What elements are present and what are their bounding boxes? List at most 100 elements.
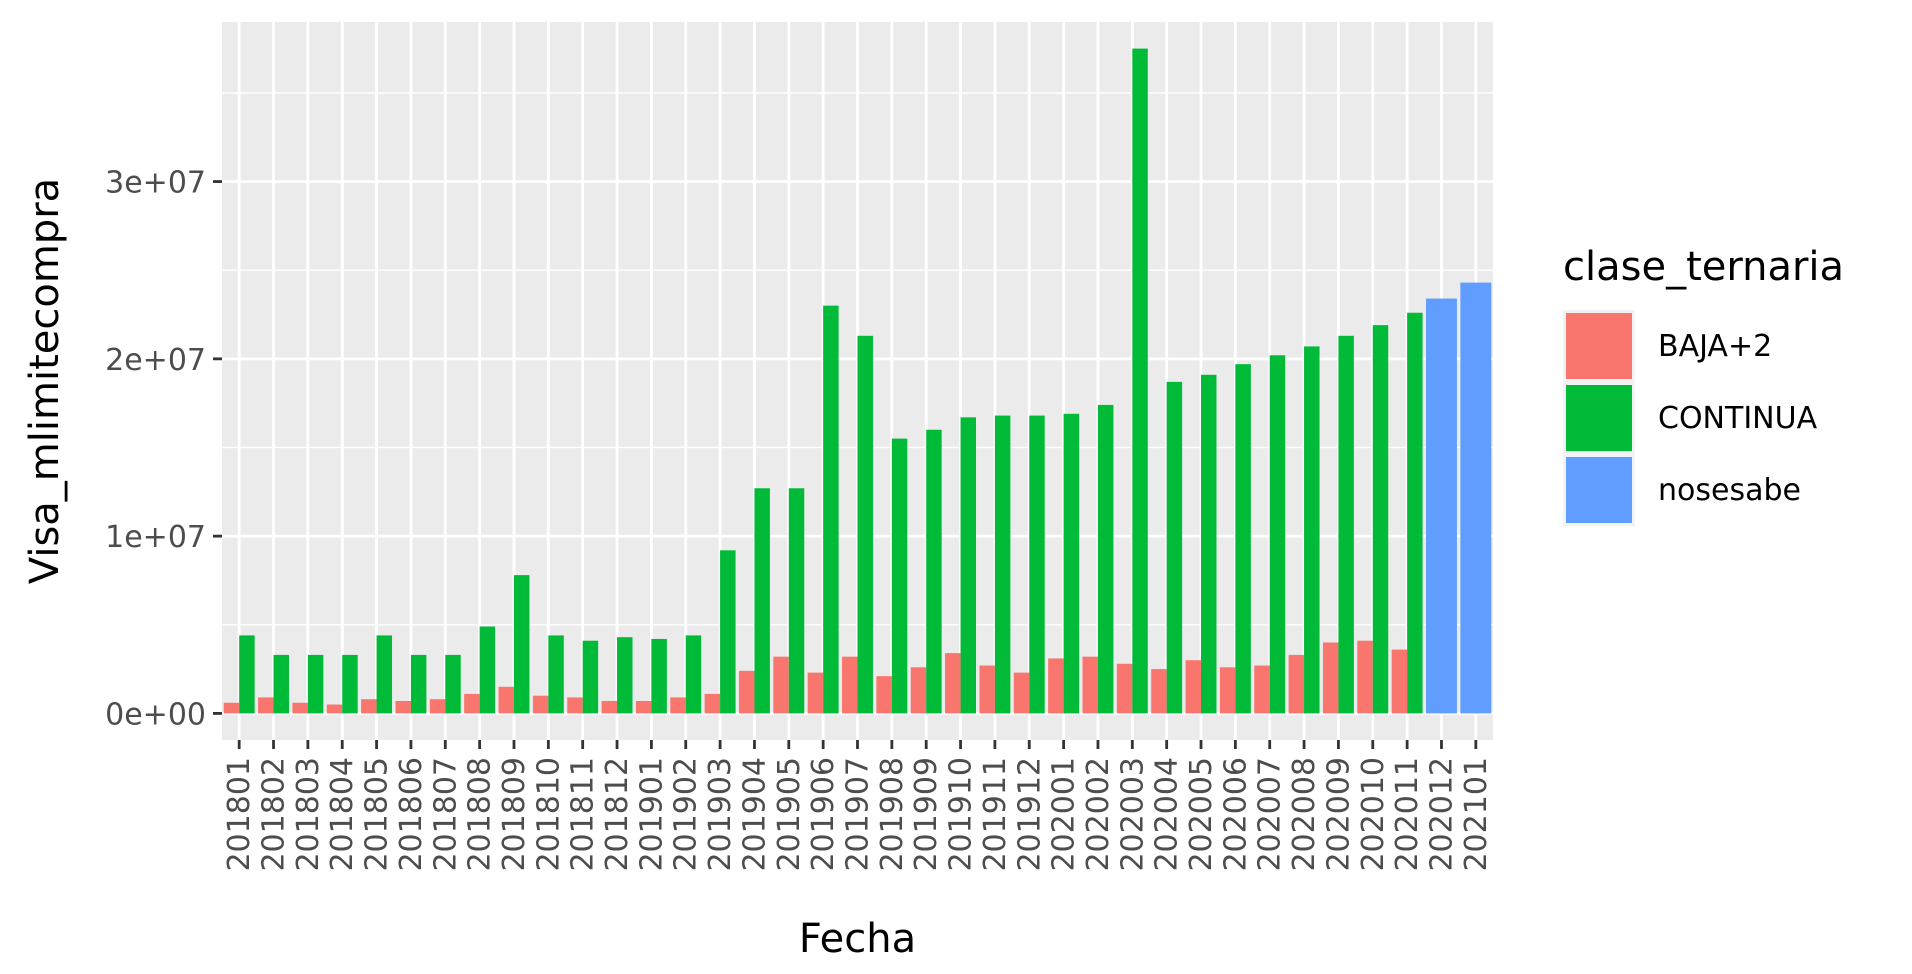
x-tick-label: 202101	[1459, 757, 1494, 872]
bar-continua	[685, 635, 702, 714]
bar-baja-2	[498, 686, 514, 714]
bar-continua	[754, 488, 770, 714]
x-tick-label: 202003	[1115, 757, 1150, 872]
bar-baja-2	[738, 670, 755, 714]
bar-continua	[273, 654, 289, 714]
bar-continua	[513, 575, 530, 714]
bar-baja-2	[292, 702, 308, 714]
bar-continua	[342, 654, 358, 714]
x-tick-label: 201802	[257, 757, 292, 872]
x-tick-label: 201803	[291, 757, 326, 872]
legend-label: nosesabe	[1658, 473, 1801, 508]
bar-baja-2	[567, 697, 583, 714]
y-axis: 0e+00 1e+07 2e+07 3e+07	[105, 166, 222, 732]
x-axis: 201801 201802 201803 201804 201805 201806 2018…	[222, 740, 1494, 872]
legend-swatch-nosesabe	[1566, 457, 1632, 523]
bar-nosesabe	[1460, 282, 1492, 714]
x-tick-label: 201809	[497, 757, 532, 872]
x-tick-label: 201907	[841, 757, 876, 872]
x-tick-label: 202011	[1390, 757, 1425, 872]
y-tick-label: 1e+07	[105, 520, 206, 555]
bar-baja-2	[395, 700, 411, 714]
bar-continua	[1201, 374, 1217, 714]
x-tick-label: 201812	[600, 757, 635, 872]
bar-continua	[1166, 381, 1183, 714]
bar-baja-2	[910, 667, 927, 714]
x-tick-label: 201807	[428, 757, 463, 872]
bar-baja-2	[1322, 642, 1339, 714]
bar-baja-2	[842, 656, 858, 714]
bar-continua	[651, 638, 667, 714]
x-tick-label: 201912	[1012, 757, 1047, 872]
x-tick-label: 201904	[737, 757, 772, 872]
x-tick-label: 201806	[394, 757, 429, 872]
x-tick-label: 202005	[1184, 757, 1219, 872]
x-tick-label: 202004	[1150, 757, 1185, 872]
legend: clase_ternaria BAJA+2 CONTINUA nosesabe	[1563, 244, 1844, 526]
bars-layer	[223, 48, 1492, 714]
y-tick-label: 2e+07	[105, 343, 206, 378]
legend-swatch-baja-2	[1566, 313, 1632, 379]
x-tick-label: 201902	[669, 757, 704, 872]
x-tick-label: 202009	[1321, 757, 1356, 872]
bar-continua	[720, 550, 736, 714]
bar-nosesabe	[1426, 298, 1457, 714]
bar-continua	[960, 417, 977, 714]
bar-continua	[376, 635, 393, 714]
bar-continua	[1407, 312, 1423, 714]
bar-continua	[1097, 404, 1114, 714]
bar-baja-2	[945, 653, 961, 714]
bar-continua	[788, 488, 805, 714]
bar-baja-2	[876, 676, 892, 714]
bar-continua	[1338, 335, 1354, 714]
bar-baja-2	[464, 693, 480, 714]
bar-continua	[1235, 364, 1251, 714]
bar-continua	[1029, 415, 1045, 714]
x-tick-label: 202007	[1253, 757, 1288, 872]
bar-baja-2	[635, 700, 652, 714]
x-tick-label: 202010	[1356, 757, 1391, 872]
legend-label: CONTINUA	[1658, 401, 1818, 436]
x-tick-label: 201908	[875, 757, 910, 872]
bar-baja-2	[601, 700, 618, 714]
bar-continua	[1269, 355, 1286, 714]
bar-baja-2	[704, 693, 721, 714]
bar-baja-2	[223, 702, 240, 714]
bar-baja-2	[1219, 667, 1236, 714]
bar-continua	[1304, 346, 1320, 714]
x-tick-label: 201805	[360, 757, 395, 872]
x-tick-label: 201804	[325, 757, 360, 872]
x-tick-label: 201801	[222, 757, 257, 872]
bar-continua	[926, 429, 942, 714]
bar-continua	[1063, 413, 1080, 714]
bar-continua	[445, 654, 461, 714]
x-tick-label: 201903	[703, 757, 738, 872]
bar-baja-2	[1151, 669, 1167, 714]
bar-baja-2	[1288, 654, 1305, 714]
bar-baja-2	[532, 695, 549, 714]
legend-swatch-continua	[1566, 385, 1632, 451]
bar-continua	[1132, 48, 1148, 714]
x-tick-label: 202008	[1287, 757, 1322, 872]
bar-continua	[548, 635, 564, 714]
bar-baja-2	[1185, 660, 1202, 714]
bar-baja-2	[1391, 649, 1408, 714]
x-tick-label: 201905	[772, 757, 807, 872]
x-tick-label: 201911	[978, 757, 1013, 872]
bar-baja-2	[807, 672, 824, 714]
x-tick-label: 201808	[463, 757, 498, 872]
legend-label: BAJA+2	[1658, 329, 1772, 364]
x-tick-label: 202001	[1047, 757, 1082, 872]
y-axis-title: Visa_mlimitecompra	[22, 178, 68, 584]
bar-continua	[1372, 325, 1389, 714]
bar-baja-2	[979, 665, 995, 714]
bar-baja-2	[1082, 656, 1098, 714]
x-tick-label: 201906	[806, 757, 841, 872]
bar-continua	[994, 415, 1011, 714]
bar-baja-2	[1357, 640, 1373, 714]
y-tick-label: 0e+00	[105, 697, 206, 732]
x-tick-label: 201901	[634, 757, 669, 872]
bar-baja-2	[773, 656, 789, 714]
x-tick-label: 201910	[944, 757, 979, 872]
